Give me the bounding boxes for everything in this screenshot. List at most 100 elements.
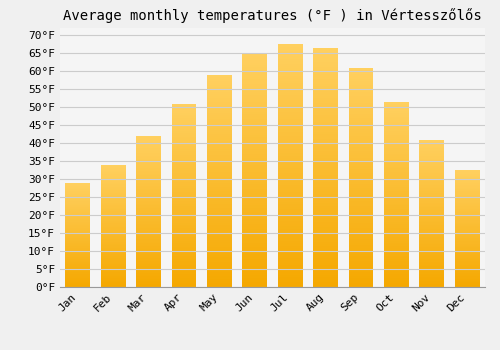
Bar: [207, 75, 232, 77]
Bar: [455, 217, 479, 218]
Bar: [278, 127, 302, 129]
Bar: [66, 192, 90, 193]
Bar: [172, 274, 196, 276]
Bar: [278, 248, 302, 251]
Bar: [278, 183, 302, 185]
Bar: [420, 265, 444, 266]
Bar: [348, 245, 374, 247]
Bar: [384, 218, 409, 220]
Bar: [136, 211, 161, 213]
Bar: [278, 88, 302, 90]
Bar: [278, 267, 302, 270]
Bar: [348, 133, 374, 135]
Bar: [384, 241, 409, 243]
Bar: [420, 151, 444, 153]
Bar: [172, 259, 196, 261]
Bar: [172, 157, 196, 159]
Bar: [136, 166, 161, 168]
Bar: [313, 48, 338, 50]
Bar: [100, 249, 126, 250]
Bar: [420, 210, 444, 212]
Bar: [136, 172, 161, 174]
Bar: [242, 168, 267, 170]
Bar: [420, 274, 444, 275]
Bar: [348, 135, 374, 138]
Bar: [384, 141, 409, 142]
Bar: [455, 196, 479, 197]
Bar: [455, 268, 479, 270]
Bar: [136, 240, 161, 241]
Bar: [66, 278, 90, 279]
Bar: [420, 240, 444, 241]
Bar: [100, 175, 126, 176]
Bar: [172, 267, 196, 269]
Bar: [242, 224, 267, 226]
Bar: [348, 81, 374, 83]
Bar: [207, 94, 232, 96]
Bar: [348, 116, 374, 118]
Bar: [420, 157, 444, 159]
Bar: [136, 164, 161, 166]
Bar: [136, 201, 161, 202]
Bar: [207, 183, 232, 185]
Bar: [420, 170, 444, 172]
Bar: [242, 112, 267, 114]
Bar: [313, 155, 338, 158]
Bar: [172, 124, 196, 126]
Bar: [348, 272, 374, 274]
Bar: [384, 237, 409, 239]
Bar: [278, 124, 302, 127]
Bar: [242, 149, 267, 152]
Bar: [172, 104, 196, 105]
Bar: [420, 230, 444, 231]
Bar: [100, 284, 126, 285]
Bar: [207, 143, 232, 145]
Bar: [242, 88, 267, 91]
Bar: [136, 204, 161, 205]
Bar: [384, 120, 409, 122]
Bar: [384, 170, 409, 172]
Bar: [172, 126, 196, 127]
Bar: [207, 272, 232, 274]
Bar: [136, 251, 161, 252]
Bar: [313, 191, 338, 194]
Bar: [384, 150, 409, 152]
Bar: [420, 148, 444, 150]
Bar: [136, 279, 161, 281]
Bar: [66, 230, 90, 231]
Bar: [66, 267, 90, 268]
Bar: [242, 123, 267, 126]
Bar: [66, 213, 90, 214]
Bar: [455, 177, 479, 178]
Bar: [278, 217, 302, 219]
Bar: [136, 210, 161, 211]
Bar: [313, 225, 338, 227]
Bar: [455, 286, 479, 287]
Bar: [242, 271, 267, 273]
Bar: [242, 147, 267, 149]
Bar: [242, 126, 267, 128]
Bar: [313, 144, 338, 146]
Bar: [207, 124, 232, 126]
Bar: [136, 190, 161, 192]
Bar: [242, 173, 267, 175]
Bar: [348, 105, 374, 107]
Bar: [66, 246, 90, 247]
Bar: [100, 237, 126, 238]
Bar: [278, 83, 302, 85]
Bar: [242, 280, 267, 282]
Bar: [420, 188, 444, 190]
Bar: [100, 240, 126, 242]
Bar: [278, 71, 302, 74]
Bar: [455, 222, 479, 223]
Bar: [66, 197, 90, 198]
Bar: [207, 225, 232, 228]
Bar: [172, 144, 196, 146]
Bar: [384, 122, 409, 124]
Bar: [207, 266, 232, 268]
Bar: [384, 193, 409, 194]
Bar: [420, 164, 444, 166]
Bar: [207, 132, 232, 134]
Bar: [66, 245, 90, 246]
Bar: [66, 251, 90, 252]
